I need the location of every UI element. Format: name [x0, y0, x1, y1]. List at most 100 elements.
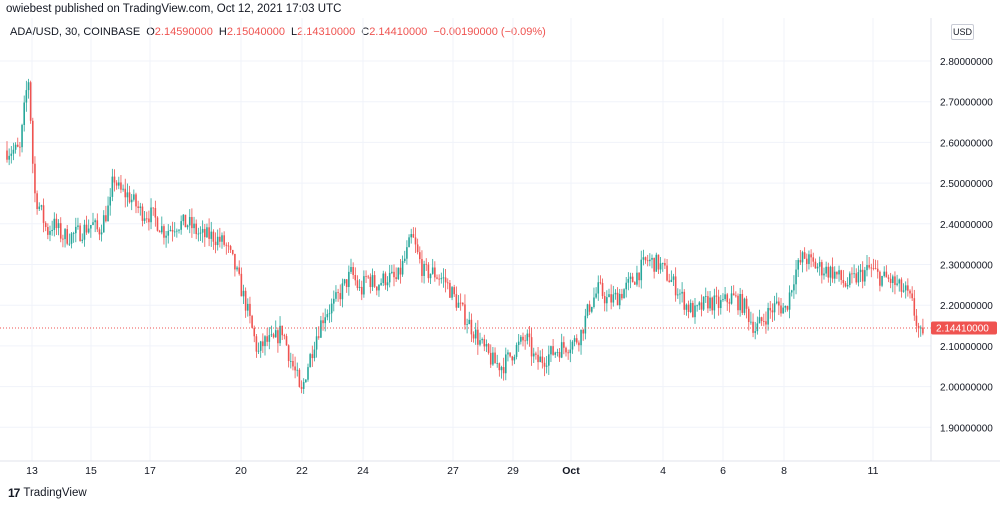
price-axis[interactable]: 2.80000000 2.70000000 2.60000000 2.50000000… [940, 57, 993, 434]
candle-body [864, 270, 866, 282]
candle-body [165, 235, 167, 238]
candle-body [440, 278, 443, 280]
candle-body [496, 363, 498, 364]
candle-body [550, 346, 552, 355]
candle-body [25, 90, 28, 103]
candle-body [528, 333, 531, 338]
candle-body [79, 225, 81, 241]
candle-body [857, 272, 860, 283]
candles [6, 78, 924, 394]
candle-body [657, 254, 660, 270]
candle-body [747, 308, 750, 322]
candle-body [373, 275, 376, 287]
candle-body [808, 254, 810, 264]
candle-body [120, 182, 122, 190]
candle-body [449, 282, 451, 298]
candle-body [578, 342, 580, 346]
time-axis[interactable]: 13 15 17 20 22 24 27 29 Oct 4 6 8 11 [26, 465, 878, 477]
candle-body [324, 317, 326, 324]
candle-body [790, 290, 793, 293]
candle-body [279, 325, 281, 344]
candle-body [257, 350, 260, 352]
candle-body [464, 304, 466, 325]
candle-body [135, 194, 137, 207]
candle-body [201, 228, 204, 233]
candle-body [320, 320, 322, 338]
currency-button[interactable]: USD [951, 24, 974, 40]
candle-body [429, 273, 432, 279]
candle-body [803, 252, 806, 259]
candle-body [262, 341, 264, 347]
candle-body [629, 276, 632, 279]
candle-body [251, 315, 253, 328]
candle-body [335, 292, 337, 299]
candle-body [367, 276, 369, 278]
candle-body [498, 363, 501, 371]
candle-body [513, 356, 516, 361]
candle-body [315, 336, 318, 350]
tradingview-logo-icon: 17 [8, 486, 20, 500]
candle-body [812, 257, 815, 262]
candle-body [283, 335, 286, 337]
candle-body [793, 284, 795, 291]
time-tick-label: 4 [660, 465, 666, 477]
candle-body [612, 294, 615, 303]
candle-body [642, 257, 645, 260]
candle-body [881, 275, 883, 286]
candle-body [143, 218, 146, 221]
candle-body [846, 284, 849, 287]
candle-body [109, 196, 111, 206]
candle-body [350, 267, 352, 272]
candle-body [586, 304, 589, 316]
candle-body [769, 307, 772, 311]
candle-body [115, 182, 118, 186]
candle-body [474, 329, 477, 339]
close-key: C [361, 26, 370, 38]
candle-body [158, 230, 161, 233]
close-value-group: C2.14410000 [361, 26, 427, 38]
candle-body [94, 220, 96, 223]
candle-body [128, 192, 131, 203]
candle-body [231, 249, 234, 254]
candle-body [702, 296, 705, 310]
candle-body [259, 341, 262, 351]
candle-body [849, 273, 851, 285]
candle-body [575, 338, 578, 343]
candle-body [369, 276, 372, 288]
candle-body [505, 354, 507, 374]
candle-body [191, 217, 193, 229]
candle-body [92, 222, 94, 225]
candle-body [29, 82, 32, 121]
candle-body [806, 258, 808, 264]
tradingview-branding[interactable]: 17 TradingView [8, 486, 87, 500]
candle-body [704, 296, 707, 297]
candle-body [470, 319, 473, 335]
candle-body [154, 208, 157, 218]
candle-body [296, 369, 299, 371]
candle-body [354, 275, 357, 281]
candle-body [384, 273, 387, 286]
candle-body [522, 336, 524, 341]
last-price-label: 2.14410000 [936, 323, 989, 334]
candle-body [436, 277, 438, 279]
candle-body [270, 334, 273, 336]
candle-body [565, 347, 567, 353]
candle-body [311, 354, 314, 359]
candle-body [64, 229, 66, 240]
candle-body [85, 224, 88, 233]
candle-body [477, 329, 479, 345]
candle-body [530, 337, 533, 357]
candle-body [102, 215, 105, 233]
close-value: 2.14410000 [369, 26, 428, 38]
candle-body [487, 344, 490, 353]
candle-body [644, 257, 647, 261]
candle-body [661, 263, 664, 264]
candle-body [72, 233, 75, 235]
candle-body [77, 225, 79, 227]
candle-body [859, 269, 862, 273]
candle-body [870, 267, 873, 269]
candle-body [515, 344, 518, 357]
candle-body [255, 336, 258, 352]
candle-body [352, 267, 354, 276]
